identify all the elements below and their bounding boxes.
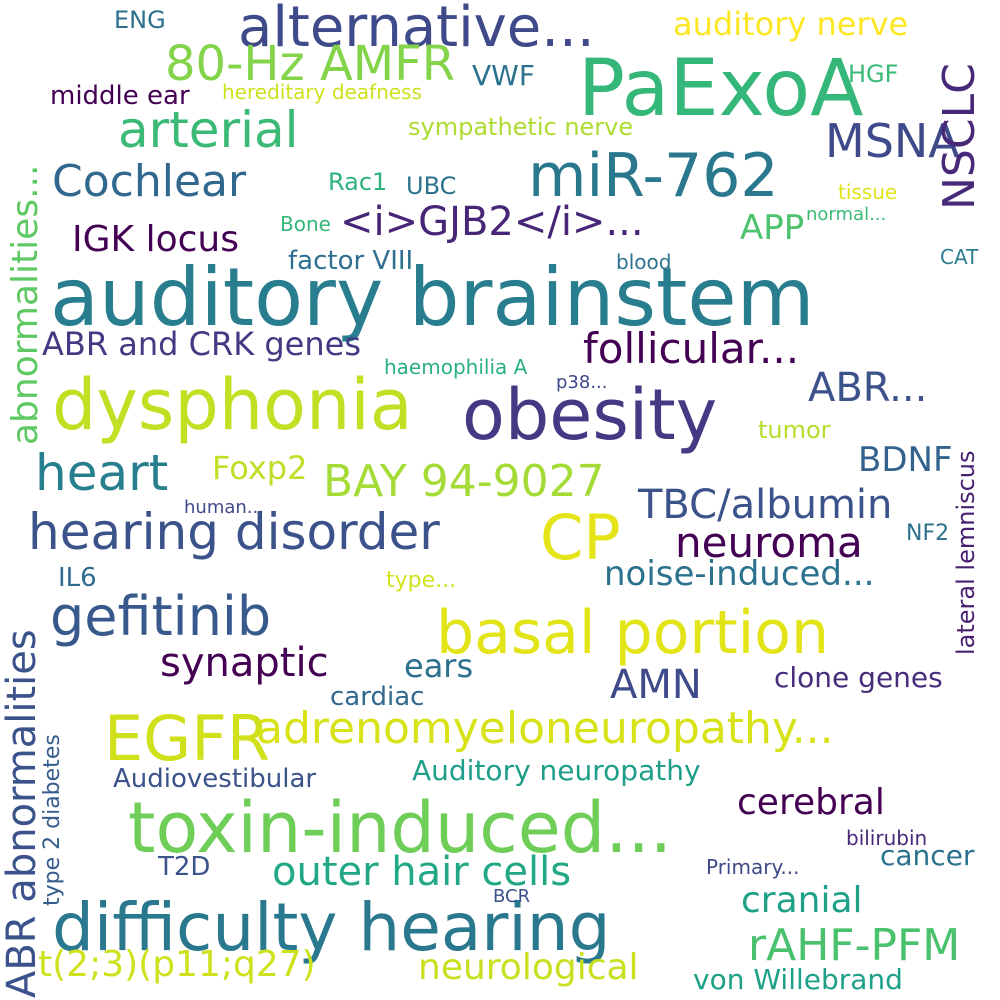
word: adrenomyeloneuropathy... [256, 703, 834, 754]
word: bilirubin [846, 826, 928, 850]
word: type 2 diabetes [40, 734, 65, 906]
word: Auditory neuropathy [412, 754, 701, 787]
word: Rac1 [328, 168, 388, 196]
word: T2D [158, 852, 211, 882]
word: ABR abnormalities [0, 629, 45, 998]
word: APP [740, 208, 805, 248]
word: follicular... [583, 324, 800, 373]
word: Primary... [706, 855, 800, 879]
word: heart [35, 444, 169, 502]
word: <i>GJB2</i>... [340, 199, 644, 245]
word: BDNF [858, 440, 953, 480]
word: toxin-induced... [128, 787, 672, 869]
word: IL6 [58, 563, 97, 593]
word: tumor [758, 416, 831, 444]
word: NSCLC [934, 63, 985, 210]
word: auditory nerve [673, 5, 909, 43]
word: outer hair cells [272, 849, 572, 895]
word: factor VIII [288, 246, 414, 276]
word: type... [386, 568, 457, 593]
word: Cochlear [52, 156, 247, 207]
word: lateral lemniscus [952, 450, 980, 655]
word: cardiac [330, 682, 425, 712]
word: blood [616, 250, 672, 274]
word: auditory brainstem [50, 251, 815, 344]
word: BAY 94-9027 [323, 456, 605, 507]
word: basal portion [436, 598, 830, 668]
word: Foxp2 [212, 449, 308, 487]
word: obesity [462, 374, 718, 456]
word: HGF [848, 60, 899, 88]
word: cancer [880, 839, 975, 872]
word: NF2 [906, 521, 950, 546]
word: AMN [610, 662, 702, 708]
word: hereditary deafness [222, 80, 422, 104]
word: arterial [118, 101, 299, 159]
word: difficulty hearing [52, 889, 611, 966]
word: clone genes [774, 661, 943, 694]
word: synaptic [160, 640, 329, 686]
word: tissue [838, 180, 898, 204]
word: TBC/albumin [638, 482, 893, 528]
word: abnormalities... [5, 164, 46, 445]
word: Bone [280, 212, 331, 236]
word: CAT [940, 245, 979, 269]
word: Audiovestibular [113, 764, 317, 794]
word: middle ear [50, 81, 190, 111]
word: PaExoA [578, 44, 864, 134]
word: miR-762 [528, 141, 779, 211]
word: normal... [806, 204, 887, 225]
word: EGFR [104, 702, 270, 775]
word: CP [540, 501, 621, 574]
word: BCR [493, 886, 531, 907]
word: ABR and CRK genes [42, 325, 361, 363]
word: rAHF-PFM [748, 920, 961, 971]
word: t(2;3)(p11;q27) [38, 944, 316, 985]
word: human... [184, 497, 264, 518]
word: von Willebrand [693, 963, 903, 996]
word: p38... [556, 372, 608, 393]
word: IGK locus [72, 219, 239, 260]
word: alternative... [238, 0, 595, 60]
word: ABR... [808, 365, 928, 411]
word: gefitinib [50, 585, 272, 648]
word: neuroma [675, 518, 863, 567]
word: cranial [741, 880, 863, 921]
word: cerebral [737, 782, 885, 823]
word: noise-induced... [604, 554, 875, 594]
word: ENG [114, 6, 166, 34]
word: dysphonia [52, 364, 413, 446]
word: ears [404, 647, 474, 685]
word: neurological [418, 947, 639, 988]
word: 80-Hz AMFR [165, 36, 456, 92]
word: sympathetic nerve [408, 113, 634, 141]
word: VWF [472, 59, 535, 92]
word: hearing disorder [28, 503, 440, 561]
word: UBC [406, 172, 457, 200]
word: MSNA [825, 114, 960, 168]
word: haemophilia A [384, 355, 528, 379]
